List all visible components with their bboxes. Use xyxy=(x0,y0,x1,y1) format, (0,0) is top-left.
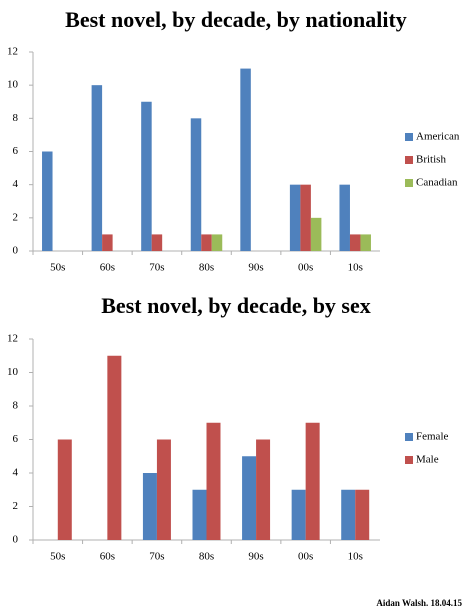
y-tick-label: 6 xyxy=(13,145,19,157)
bar xyxy=(142,473,157,540)
bar xyxy=(360,234,371,251)
bar xyxy=(291,489,306,540)
x-tick-label: 10s xyxy=(348,551,363,563)
bar xyxy=(310,217,322,251)
legend-swatch xyxy=(405,433,413,441)
y-tick-label: 2 xyxy=(13,211,19,223)
bar xyxy=(355,489,370,540)
bar xyxy=(240,68,251,251)
bar xyxy=(156,439,171,540)
bar xyxy=(289,184,301,251)
chart-title: Best novel, by decade, by nationality xyxy=(65,7,407,32)
bar xyxy=(206,422,221,540)
y-tick-label: 0 xyxy=(13,534,19,546)
footer: Aidan Walsh. 18.04.15 xyxy=(376,598,462,608)
legend-swatch xyxy=(405,456,413,464)
chart-title: Best novel, by decade, by sex xyxy=(101,293,371,318)
x-tick-label: 70s xyxy=(149,262,164,274)
bar xyxy=(107,355,122,540)
x-tick-label: 90s xyxy=(248,551,263,563)
y-tick-label: 10 xyxy=(7,366,19,378)
y-tick-label: 2 xyxy=(13,500,19,512)
y-tick-label: 10 xyxy=(7,79,19,91)
bar xyxy=(57,439,72,540)
x-tick-label: 80s xyxy=(199,551,214,563)
x-tick-label: 50s xyxy=(50,551,65,563)
bar xyxy=(141,101,152,251)
y-tick-label: 6 xyxy=(13,433,19,445)
x-tick-label: 00s xyxy=(298,262,313,274)
y-tick-label: 12 xyxy=(7,333,18,345)
bar xyxy=(201,234,212,251)
x-tick-label: 80s xyxy=(199,262,214,274)
bar xyxy=(242,456,257,540)
y-tick-label: 12 xyxy=(7,46,18,58)
bar xyxy=(349,234,361,251)
bar xyxy=(190,118,202,251)
bar xyxy=(211,234,223,251)
x-tick-label: 50s xyxy=(50,262,65,274)
bar xyxy=(42,151,53,251)
y-tick-label: 4 xyxy=(13,467,19,479)
bar xyxy=(102,234,113,251)
y-tick-label: 4 xyxy=(13,178,19,190)
legend-swatch xyxy=(405,133,413,141)
legend-label: Male xyxy=(416,454,439,466)
bar xyxy=(151,234,163,251)
x-tick-label: 00s xyxy=(298,551,313,563)
bar xyxy=(91,85,103,252)
x-tick-label: 90s xyxy=(248,262,263,274)
legend-label: American xyxy=(416,131,460,143)
bar xyxy=(256,439,271,540)
x-tick-label: 70s xyxy=(149,551,164,563)
bar xyxy=(305,422,320,540)
bar xyxy=(339,184,350,251)
y-tick-label: 8 xyxy=(13,400,19,412)
x-tick-label: 60s xyxy=(100,551,115,563)
legend-label: Female xyxy=(416,431,448,443)
x-tick-label: 10s xyxy=(348,262,363,274)
bar xyxy=(300,184,311,251)
legend-swatch xyxy=(405,179,413,187)
legend-swatch xyxy=(405,156,413,164)
bar xyxy=(341,489,356,540)
y-tick-label: 0 xyxy=(13,245,19,257)
legend-label: British xyxy=(416,154,446,166)
bar xyxy=(192,489,207,540)
y-tick-label: 8 xyxy=(13,112,19,124)
x-tick-label: 60s xyxy=(100,262,115,274)
legend-label: Canadian xyxy=(416,177,458,189)
